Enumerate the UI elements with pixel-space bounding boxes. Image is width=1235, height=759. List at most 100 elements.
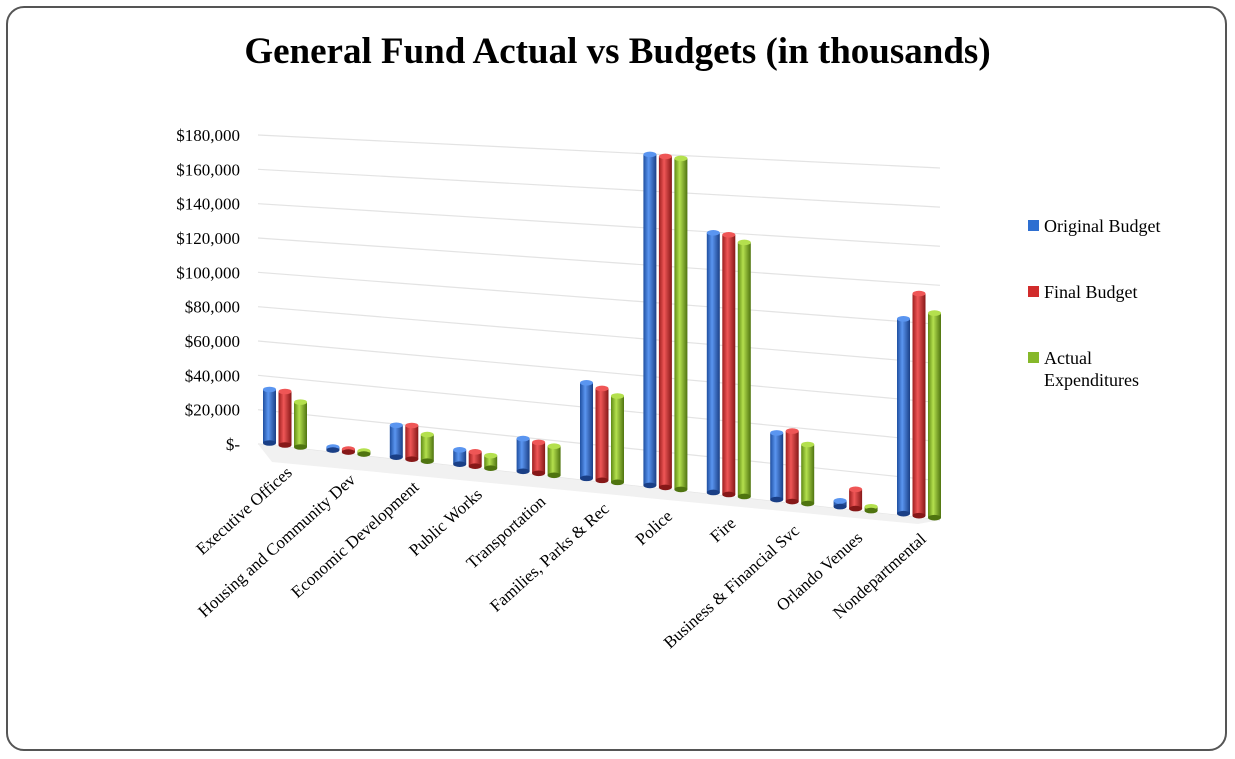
gridline (257, 168, 941, 208)
bar-original-budget-housing-and-community-dev (326, 444, 340, 453)
bar-top (532, 439, 546, 446)
bar-body (912, 293, 926, 516)
bar-final-budget-transportation (532, 439, 546, 477)
bar-body (453, 449, 467, 465)
bar-top (912, 290, 926, 297)
bar-original-budget-business-financial-svc (770, 430, 784, 503)
bar-top (849, 486, 863, 493)
bar-actual-expenditures-transportation (547, 443, 561, 479)
legend-item-actual-expenditures: Actual Expenditures (1028, 347, 1184, 391)
bar-top (263, 386, 276, 393)
bar-bottom (263, 440, 276, 446)
bar-bottom (294, 444, 307, 450)
bar-top (737, 239, 751, 246)
bar-bottom (833, 503, 847, 510)
bar-actual-expenditures-economic-development (420, 431, 434, 464)
bar-body (770, 432, 784, 500)
bar-body (643, 154, 657, 486)
bar-top (674, 155, 688, 162)
legend: Original Budget Final Budget Actual Expe… (1028, 215, 1184, 435)
bar-body (928, 313, 941, 518)
bar-top (897, 316, 910, 322)
y-tick-label: $180,000 (176, 126, 240, 145)
bar-top (595, 385, 609, 392)
bar-bottom (516, 468, 530, 475)
bar-bottom (785, 498, 799, 505)
gridline (257, 134, 941, 169)
bar-body (658, 156, 672, 488)
bar-bottom (468, 463, 482, 470)
bar-actual-expenditures-orlando-venues (864, 503, 878, 514)
y-axis-ticks: $- $20,000 $40,000 $60,000 $80,000 $100,000 $1… (176, 126, 240, 454)
x-tick-label: Business & Financial Svc (660, 521, 803, 653)
bar-original-budget-fire (706, 230, 720, 496)
bar-bottom (532, 470, 546, 477)
bar-bottom (405, 456, 419, 462)
bar-body (611, 395, 624, 483)
bar-actual-expenditures-fire (737, 239, 751, 500)
bar-body (420, 434, 434, 462)
bar-body (722, 234, 736, 495)
y-tick-label: $60,000 (185, 332, 240, 351)
bar-actual-expenditures-police (674, 155, 688, 493)
bar-body (580, 382, 593, 479)
bar-bottom (341, 449, 355, 455)
y-tick-label: $160,000 (176, 160, 240, 179)
bar-final-budget-housing-and-community-dev (341, 446, 355, 455)
bar-bottom (737, 493, 751, 500)
x-tick-label: Fire (706, 514, 739, 546)
bar-original-budget-orlando-venues (833, 498, 847, 510)
bar-top (484, 452, 498, 459)
floor-plane (258, 444, 940, 524)
bar-top (389, 422, 403, 429)
y-tick-label: $140,000 (176, 195, 240, 214)
bar-body (737, 242, 751, 497)
bar-bottom (547, 472, 561, 479)
bar-final-budget-families-parks-rec (595, 385, 609, 484)
bar-body (706, 232, 720, 493)
bar-actual-expenditures-public-works (484, 452, 498, 472)
bar-bottom (484, 465, 498, 472)
gridline (257, 340, 941, 404)
y-tick-label: $- (226, 435, 241, 454)
bar-bottom (674, 486, 688, 493)
bar-bottom (595, 477, 609, 484)
bar-bottom (722, 491, 736, 498)
bar-top (770, 430, 784, 436)
bar-top (453, 447, 467, 453)
bar-body (516, 438, 530, 472)
bar-bottom (897, 510, 910, 517)
gridline (257, 203, 941, 247)
bar-original-budget-police (643, 151, 657, 489)
bar-top (643, 151, 657, 158)
bar-original-budget-economic-development (389, 422, 403, 460)
bars (263, 151, 941, 521)
bar-top (516, 435, 530, 442)
x-tick-label: Economic Development (287, 477, 422, 602)
bar-bottom (389, 454, 403, 460)
bar-actual-expenditures-executive-offices (294, 399, 307, 450)
bar-actual-expenditures-business-financial-svc (801, 441, 815, 507)
y-tick-label: $100,000 (176, 263, 240, 282)
bar-body (833, 500, 847, 507)
bar-original-budget-transportation (516, 435, 530, 475)
bar-top (658, 153, 672, 160)
bar-bottom (643, 482, 657, 489)
bar-bottom (611, 479, 624, 486)
bar-top (801, 441, 815, 448)
bar-bottom (770, 496, 784, 503)
bar-body (897, 318, 910, 514)
bar-body (801, 444, 815, 504)
legend-swatch (1028, 220, 1039, 231)
legend-label: Actual Expenditures (1044, 348, 1139, 390)
bar-original-budget-executive-offices (263, 386, 276, 446)
bar-bottom (864, 507, 878, 514)
bar-body (532, 442, 546, 474)
bar-top (420, 431, 434, 438)
bar-body (849, 489, 863, 509)
chart-floor (258, 444, 940, 524)
bar-body (484, 455, 498, 469)
bar-body (294, 402, 307, 448)
gridline (257, 271, 941, 326)
